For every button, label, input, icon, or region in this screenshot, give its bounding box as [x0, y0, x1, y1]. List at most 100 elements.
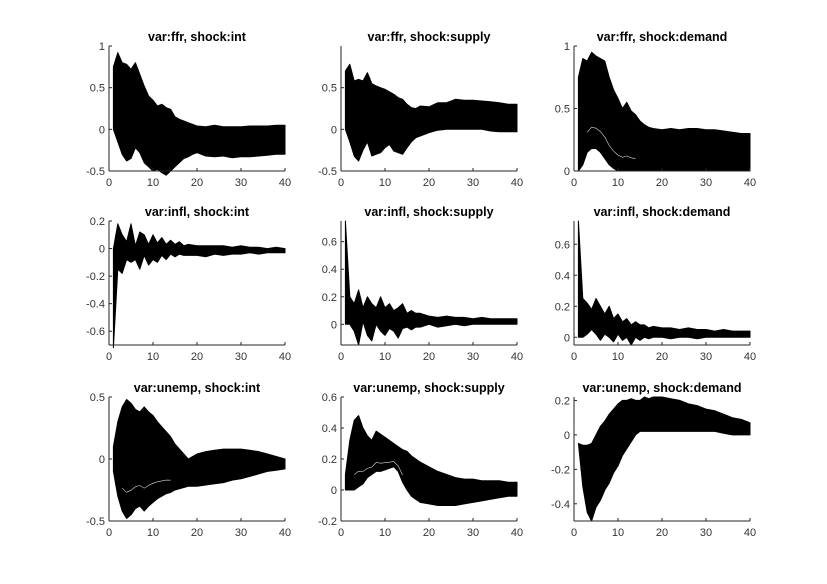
x-tick-label: 20	[656, 527, 668, 539]
response-band	[577, 51, 751, 172]
x-tick-label: 10	[379, 527, 391, 539]
y-tick-label: -0.6	[86, 326, 105, 338]
x-tick-label: 0	[571, 527, 577, 539]
x-tick-label: 10	[379, 177, 391, 189]
subplot-title: var:ffr, shock:demand	[597, 30, 728, 44]
x-tick-label: 40	[279, 527, 291, 539]
subplot-title: var:unemp, shock:demand	[582, 381, 741, 395]
y-tick-label: 0.6	[555, 239, 570, 251]
x-tick-label: 40	[511, 177, 523, 189]
x-tick-label: 0	[571, 351, 577, 363]
y-tick-label: -0.2	[551, 464, 570, 476]
y-tick-label: 0	[99, 454, 105, 466]
y-tick-label: 0.5	[322, 83, 337, 95]
x-tick-label: 10	[147, 351, 159, 363]
y-tick-label: 0	[331, 485, 337, 497]
y-tick-label: 0	[331, 319, 337, 331]
x-tick-label: 30	[235, 351, 247, 363]
x-tick-label: 20	[423, 527, 435, 539]
x-tick-label: 10	[147, 527, 159, 539]
x-tick-label: 0	[338, 351, 344, 363]
x-tick-label: 40	[744, 177, 756, 189]
subplot-title: var:infl, shock:demand	[594, 205, 731, 219]
response-band	[577, 220, 751, 346]
y-tick-label: 0	[99, 124, 105, 136]
subplot-title: var:unemp, shock:supply	[353, 381, 504, 395]
y-tick-label: 0.5	[90, 83, 105, 95]
response-band	[112, 223, 286, 349]
y-tick-label: 1	[564, 41, 570, 53]
x-tick-label: 0	[571, 177, 577, 189]
y-tick-label: -0.5	[86, 516, 105, 528]
y-tick-label: 0.2	[90, 216, 105, 228]
x-tick-label: 20	[191, 351, 203, 363]
x-tick-label: 10	[612, 351, 624, 363]
y-tick-label: -0.4	[86, 299, 105, 311]
x-tick-label: 10	[379, 351, 391, 363]
x-tick-label: 20	[423, 351, 435, 363]
subplot-9: 0 10 20 30 40 -0.4 -0.2 0 0.2 var:unemp, shock:de…	[551, 381, 756, 539]
subplot-5: 0 10 20 30 40 0 0.2 0.4 0.6 var:infl, shock:suppl…	[322, 205, 523, 363]
draw-trace	[121, 479, 171, 493]
x-tick-label: 30	[700, 177, 712, 189]
x-tick-label: 30	[467, 351, 479, 363]
x-tick-label: 40	[511, 527, 523, 539]
x-tick-label: 40	[279, 177, 291, 189]
y-tick-label: 0.2	[322, 454, 337, 466]
x-tick-label: 20	[656, 177, 668, 189]
response-band	[344, 415, 518, 506]
y-tick-label: 0	[564, 332, 570, 344]
y-tick-label: 0.4	[322, 423, 337, 435]
y-tick-label: 0	[564, 166, 570, 178]
x-tick-label: 30	[235, 177, 247, 189]
x-tick-label: 30	[467, 177, 479, 189]
subplot-6: 0 10 20 30 40 0 0.2 0.4 0.6 var:infl, shock:deman…	[555, 205, 756, 363]
y-tick-label: -0.5	[86, 166, 105, 178]
subplot-3: 0 10 20 30 40 0 0.5 1 var:ffr, shock:demand	[555, 30, 756, 189]
y-tick-label: 0.6	[322, 237, 337, 249]
x-tick-label: 0	[338, 527, 344, 539]
y-tick-label: 0.5	[555, 104, 570, 116]
y-tick-label: 0.6	[322, 392, 337, 404]
response-band	[112, 399, 286, 519]
y-tick-label: 0.4	[322, 264, 337, 276]
response-band	[112, 52, 286, 176]
x-tick-label: 40	[279, 351, 291, 363]
subplot-title: var:infl, shock:supply	[364, 205, 493, 219]
x-tick-label: 0	[338, 177, 344, 189]
y-tick-label: -0.2	[318, 516, 337, 528]
response-band	[344, 220, 518, 346]
x-tick-label: 20	[423, 177, 435, 189]
y-tick-label: 0.5	[90, 392, 105, 404]
x-tick-label: 0	[106, 351, 112, 363]
y-tick-label: 0.2	[322, 292, 337, 304]
x-tick-label: 40	[744, 351, 756, 363]
y-tick-label: 0.4	[555, 270, 570, 282]
y-tick-label: -0.2	[86, 271, 105, 283]
subplot-4: 0 10 20 30 40 -0.6 -0.4 -0.2 0 0.2 var:infl, shock…	[86, 205, 291, 363]
x-tick-label: 0	[106, 527, 112, 539]
subplot-title: var:infl, shock:int	[145, 205, 250, 219]
y-tick-label: -0.5	[318, 166, 337, 178]
subplot-title: var:ffr, shock:int	[148, 30, 247, 44]
x-tick-label: 10	[612, 527, 624, 539]
x-tick-label: 20	[191, 527, 203, 539]
y-tick-label: 0	[331, 124, 337, 136]
y-tick-label: 1	[99, 41, 105, 53]
y-tick-label: 0.2	[555, 395, 570, 407]
y-tick-label: -0.4	[551, 499, 570, 511]
x-tick-label: 30	[700, 351, 712, 363]
x-tick-label: 30	[467, 527, 479, 539]
response-band	[577, 396, 751, 522]
subplot-title: var:unemp, shock:int	[134, 381, 261, 395]
x-tick-label: 10	[147, 177, 159, 189]
x-tick-label: 10	[612, 177, 624, 189]
y-tick-label: 0	[564, 430, 570, 442]
y-tick-label: 0	[99, 244, 105, 256]
draw-trace	[586, 126, 636, 159]
